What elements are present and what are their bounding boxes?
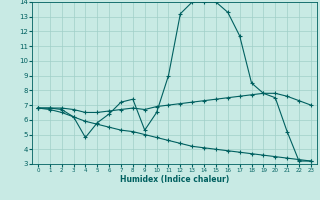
X-axis label: Humidex (Indice chaleur): Humidex (Indice chaleur) [120, 175, 229, 184]
